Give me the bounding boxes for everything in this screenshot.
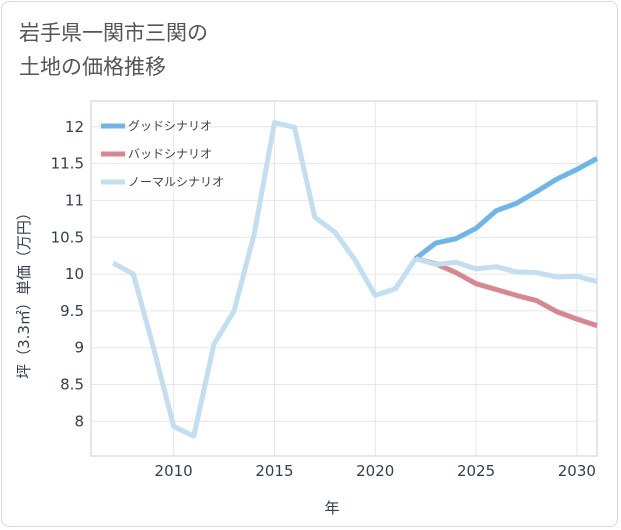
chart-title-line-1: 岩手県一関市三関の xyxy=(19,21,208,45)
chart-title-line-2: 土地の価格推移 xyxy=(19,55,166,79)
y-tick-label: 11.5 xyxy=(51,155,84,173)
series-line-good xyxy=(414,156,599,261)
series-line-normal xyxy=(414,256,598,284)
x-tick-label: 2030 xyxy=(558,462,596,480)
y-tick-label: 8.5 xyxy=(60,376,84,394)
x-tick-label: 2020 xyxy=(356,462,394,480)
y-tick-label: 8 xyxy=(74,412,84,430)
y-tick-label: 9.5 xyxy=(60,302,84,320)
x-tick-label: 2025 xyxy=(457,462,495,480)
x-tick-label: 2015 xyxy=(255,462,293,480)
y-tick-label: 10 xyxy=(65,265,84,283)
legend-label: グッドシナリオ xyxy=(128,119,212,133)
legend-label: ノーマルシナリオ xyxy=(128,175,224,189)
plot-area xyxy=(90,100,598,457)
chart-title: 岩手県一関市三関の 土地の価格推移 xyxy=(19,16,208,84)
legend-label: バッドシナリオ xyxy=(128,147,212,161)
series-line-bad xyxy=(414,256,598,328)
y-tick-label: 10.5 xyxy=(51,228,84,246)
y-tick-label: 11 xyxy=(65,191,84,209)
x-tick-label: 2010 xyxy=(155,462,193,480)
y-tick-label: 9 xyxy=(74,339,84,357)
history-line xyxy=(111,119,418,439)
y-tick-label: 12 xyxy=(65,118,84,136)
y-axis-title: 坪（3.3㎡）単価（万円） xyxy=(15,205,33,379)
x-axis-title: 年 xyxy=(324,499,339,517)
